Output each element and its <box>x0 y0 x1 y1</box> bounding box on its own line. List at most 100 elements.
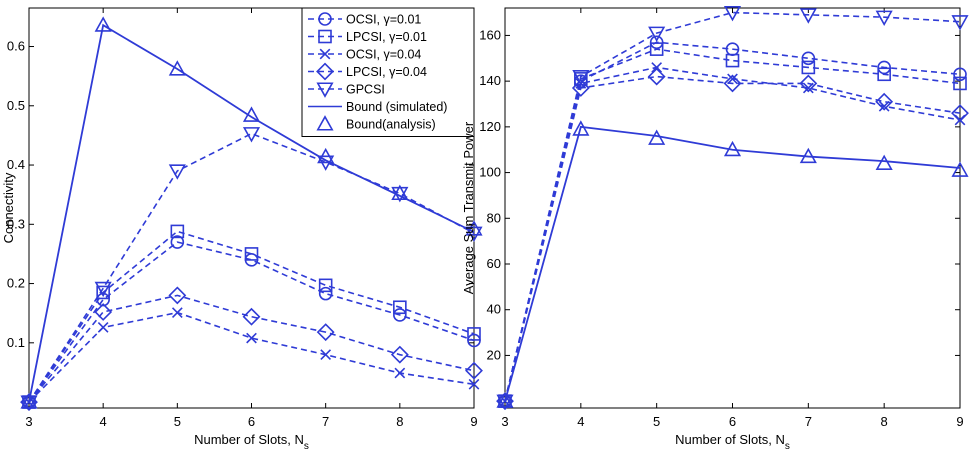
data-point <box>467 327 481 341</box>
legend-item: OCSI, γ=0.04 <box>308 48 421 62</box>
data-point <box>393 308 407 322</box>
x-tick-label: 4 <box>577 414 584 429</box>
x-tick-label: 3 <box>25 414 32 429</box>
data-point <box>951 104 969 123</box>
legend-item: LPCSI, γ=0.01 <box>308 29 427 44</box>
transmit-power-chart: 3 4 5 6 7 8 9 20 40 60 80 100 120 140 160 Number of Slo… <box>461 6 969 452</box>
data-point <box>393 300 407 315</box>
data-point <box>168 164 186 180</box>
x-tick-label: 7 <box>805 414 812 429</box>
series-lpcsi-0-04 <box>20 286 483 412</box>
x-axis-label-main: Number of Slots, N <box>194 432 304 447</box>
legend-marker <box>318 29 332 44</box>
data-point <box>723 6 742 22</box>
series-line <box>28 294 475 403</box>
series-line <box>504 125 961 402</box>
data-point <box>246 332 257 344</box>
data-point <box>953 67 967 82</box>
series-gpcsi <box>496 6 969 410</box>
data-point <box>465 361 483 380</box>
y-tick-label: 140 <box>479 73 501 88</box>
data-point <box>244 247 259 261</box>
data-point <box>878 100 890 112</box>
y-tick-label: 40 <box>487 302 501 317</box>
y-tick-label: 0.3 <box>7 216 25 231</box>
data-point <box>168 286 187 305</box>
y-tick-label: 20 <box>487 347 501 362</box>
data-point <box>390 345 409 364</box>
data-point <box>171 307 183 318</box>
x-tick-label: 3 <box>501 414 508 429</box>
data-point <box>320 349 332 361</box>
data-point <box>242 106 261 122</box>
x-tick-label: 8 <box>396 414 403 429</box>
data-point <box>20 393 38 409</box>
legend-marker <box>316 82 334 98</box>
y-tick-label: 0.6 <box>7 39 25 54</box>
series-ocsi-0-04 <box>23 307 480 408</box>
data-point <box>317 147 335 164</box>
series-line <box>28 230 475 403</box>
data-point <box>723 74 742 93</box>
y-tick-label: 160 <box>479 27 501 42</box>
legend-marker <box>318 12 332 26</box>
data-point <box>571 79 590 97</box>
data-point <box>951 161 969 177</box>
series-line <box>28 23 475 403</box>
series-bound-analysis <box>496 120 969 408</box>
data-point <box>801 51 816 66</box>
x-tick-label: 8 <box>881 414 888 429</box>
data-point <box>648 26 666 42</box>
series-line <box>504 75 961 402</box>
x-tick-label: 9 <box>956 414 963 429</box>
y-tick-label: 0.4 <box>7 157 25 172</box>
data-point <box>799 74 818 93</box>
data-point <box>499 395 511 407</box>
data-point <box>953 76 967 91</box>
data-point <box>318 286 333 301</box>
x-tick-label: 9 <box>470 414 477 429</box>
data-point <box>168 60 186 76</box>
x-tick-label: 7 <box>322 414 329 429</box>
data-point <box>97 322 109 333</box>
data-point <box>394 367 406 379</box>
data-point <box>651 62 663 73</box>
y-axis-label: Average Sum Transmit Power <box>461 121 476 294</box>
legend-item: LPCSI, γ=0.04 <box>308 62 427 81</box>
data-point <box>572 70 590 86</box>
y-tick-label: 120 <box>479 119 501 134</box>
data-point <box>170 224 185 239</box>
series-line <box>28 241 475 403</box>
series-line <box>504 41 961 402</box>
x-tick-label: 6 <box>248 414 255 429</box>
series-bound-simulated <box>28 23 475 403</box>
legend-label: GPCSI <box>346 83 385 97</box>
data-point <box>170 235 185 249</box>
data-point <box>465 220 483 236</box>
x-axis-label-subscript: s <box>304 441 309 452</box>
data-point <box>875 92 894 111</box>
legend-label: LPCSI, γ=0.04 <box>346 65 427 79</box>
data-point <box>723 140 742 157</box>
data-point <box>496 392 514 408</box>
data-point <box>242 307 261 326</box>
data-point <box>94 16 112 32</box>
x-tick-label: 5 <box>653 414 660 429</box>
legend-item: Bound (simulated) <box>308 100 447 114</box>
x-axis-label-main: Number of Slots, N <box>675 432 785 447</box>
data-point <box>877 60 891 75</box>
data-point <box>877 67 891 82</box>
data-point <box>465 226 483 243</box>
y-tick-label: 0.1 <box>7 335 25 350</box>
x-axis-label: Number of Slots, Ns <box>675 432 790 452</box>
legend-label: OCSI, γ=0.04 <box>346 48 421 62</box>
legend-label: OCSI, γ=0.01 <box>346 13 421 27</box>
data-point <box>727 73 738 85</box>
x-tick-label: 4 <box>100 414 107 429</box>
legend-label: LPCSI, γ=0.01 <box>346 30 427 44</box>
data-point <box>94 281 112 298</box>
x-axis-label: Number of Slots, Ns <box>194 432 309 452</box>
data-point <box>318 278 333 293</box>
series-line <box>504 11 961 402</box>
y-tick-label: 60 <box>487 256 501 271</box>
